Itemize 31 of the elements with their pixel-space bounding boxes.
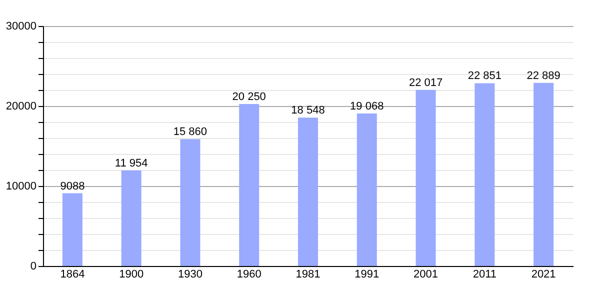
x-tick-label: 2021	[531, 268, 556, 280]
x-tick-label: 1900	[119, 268, 144, 280]
bar	[416, 90, 436, 266]
bar	[121, 170, 142, 266]
x-tick-label: 1930	[178, 268, 202, 280]
data-label: 22 851	[468, 70, 502, 82]
data-label: 22 889	[526, 70, 560, 82]
bar	[474, 83, 495, 266]
data-label: 15 860	[173, 126, 208, 138]
y-tick-label: 0	[30, 260, 36, 272]
y-tick-label: 30000	[6, 20, 36, 32]
x-tick-label: 2011	[472, 268, 496, 280]
y-tick-label: 10000	[6, 180, 36, 192]
data-label: 20 250	[232, 91, 266, 103]
bar	[62, 193, 82, 266]
data-label: 11 954	[114, 157, 148, 170]
bar	[239, 104, 260, 266]
data-label: 19 068	[350, 100, 384, 112]
x-tick-label: 1960	[236, 268, 262, 280]
bar	[180, 139, 200, 266]
bar	[356, 113, 377, 266]
x-tick-label: 1991	[354, 268, 380, 280]
y-tick-label: 20000	[6, 100, 36, 112]
x-tick-label: 1864	[60, 268, 85, 280]
x-tick-label: 1981	[296, 268, 320, 280]
x-tick-label: 2001	[414, 268, 438, 280]
bar	[534, 82, 554, 266]
data-label: 9088	[60, 180, 85, 192]
data-label: 22 017	[408, 76, 443, 89]
bar	[298, 118, 318, 266]
data-label: 18 548	[291, 104, 325, 117]
